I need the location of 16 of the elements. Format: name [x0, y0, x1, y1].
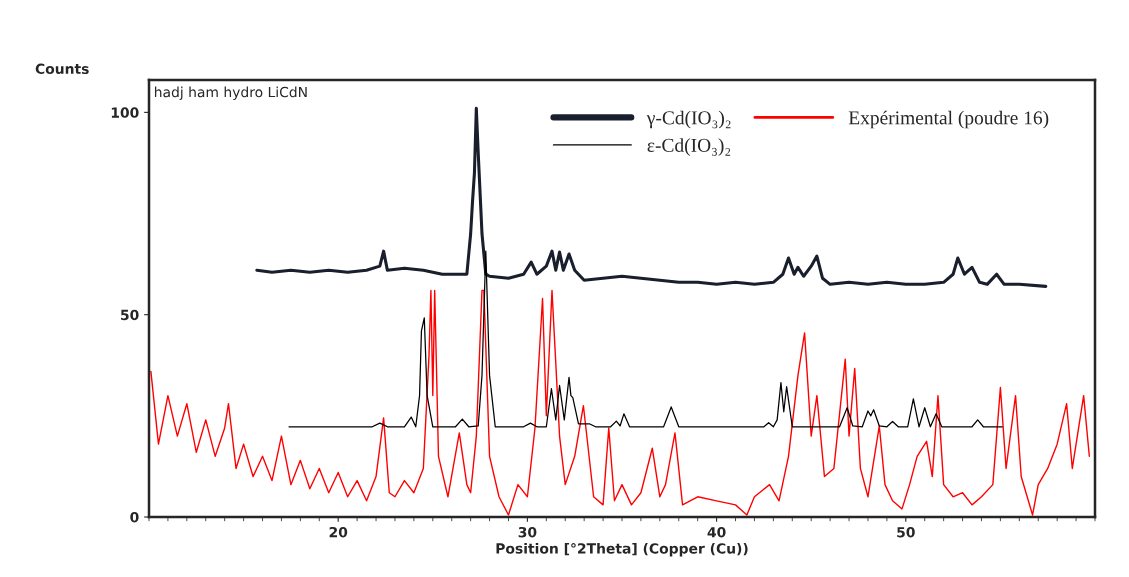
x-axis-title: Position [°2Theta] (Copper (Cu)) [496, 542, 748, 557]
line-series [150, 289, 1091, 516]
legend-label: γ-Cd(IO₃)₂ [646, 110, 731, 129]
x-tick-label: 30 [518, 526, 537, 538]
legend-label: ε-Cd(IO₃)₂ [647, 138, 731, 156]
line-series [255, 106, 1048, 288]
line-series [288, 250, 1003, 428]
legend-label: Expérimental (poudre 16) [848, 110, 1049, 129]
y-tick-label: 0 [130, 511, 139, 523]
y-tick-label: 100 [111, 107, 139, 118]
x-tick-label: 40 [707, 526, 726, 538]
x-tick-label: 50 [897, 526, 915, 538]
y-axis-title: Counts [35, 63, 89, 75]
x-tick-label: 20 [329, 526, 348, 538]
y-tick-label: 50 [121, 309, 139, 321]
annotation: hadj ham hydro LiCdN [154, 86, 307, 100]
